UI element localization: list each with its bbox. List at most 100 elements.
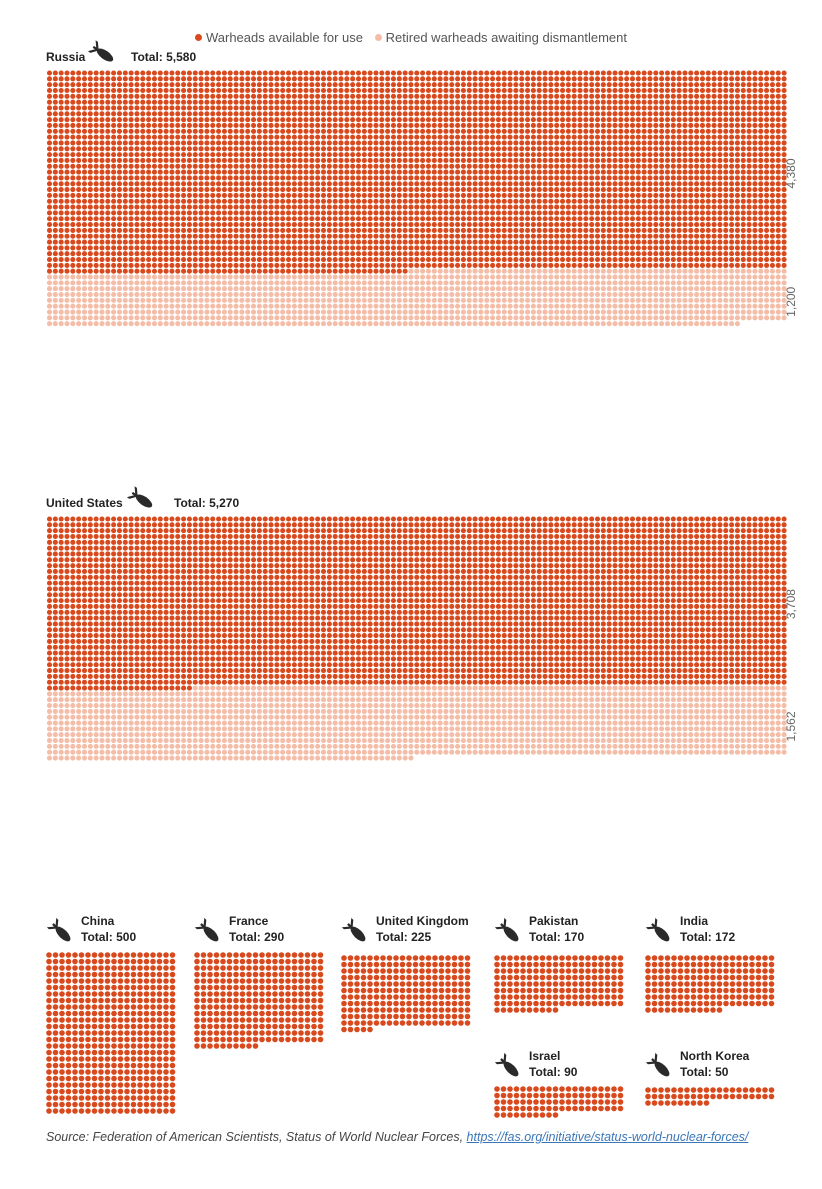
dot-available xyxy=(775,227,781,233)
dot-available xyxy=(87,222,93,228)
dot-retired xyxy=(280,291,286,298)
dot-available xyxy=(350,82,356,88)
dot-available xyxy=(472,146,478,152)
dot-available xyxy=(670,105,676,111)
dot-available xyxy=(600,198,606,204)
dot-available xyxy=(495,233,501,239)
dot-available xyxy=(769,262,775,268)
dot-available xyxy=(443,233,449,239)
dot-available xyxy=(175,198,181,204)
dot-available xyxy=(163,117,169,123)
dot-available xyxy=(764,163,770,169)
dot-available xyxy=(163,70,169,76)
dot-available xyxy=(507,187,513,193)
dot-retired xyxy=(525,280,531,286)
dot-available xyxy=(385,181,391,187)
dot-available xyxy=(285,117,292,123)
dot-available xyxy=(717,233,723,239)
dot-available xyxy=(764,175,770,181)
dot-available xyxy=(530,210,536,216)
dot-available xyxy=(629,222,636,228)
dot-retired xyxy=(408,280,414,286)
dot-available xyxy=(729,146,735,152)
dot-available xyxy=(449,93,455,99)
dot-available xyxy=(466,87,472,94)
dot-available xyxy=(163,175,169,181)
dot-available xyxy=(116,216,123,222)
dot-retired xyxy=(338,280,344,286)
dot-available xyxy=(589,93,595,99)
dot-available xyxy=(694,134,700,140)
dot-retired xyxy=(280,280,286,286)
dot-available xyxy=(216,82,222,88)
dot-available xyxy=(297,82,303,88)
dot-available xyxy=(507,181,513,187)
dot-retired xyxy=(612,280,618,286)
dot-available xyxy=(723,146,729,152)
dot-available xyxy=(105,227,111,233)
dot-available xyxy=(262,70,268,76)
dot-retired xyxy=(355,280,362,286)
dot-available xyxy=(320,105,327,111)
dot-available xyxy=(536,128,542,134)
dot-available xyxy=(81,216,88,222)
dot-available xyxy=(373,245,379,251)
dot-available xyxy=(157,134,163,140)
dot-available xyxy=(64,163,70,169)
dot-retired xyxy=(594,268,601,274)
dot-available xyxy=(653,175,659,181)
dot-available xyxy=(408,222,414,228)
dot-available xyxy=(146,105,152,111)
dot-available xyxy=(659,227,665,233)
dot-retired xyxy=(216,291,222,298)
dot-available xyxy=(676,210,682,216)
dot-available xyxy=(216,93,222,99)
dot-available xyxy=(758,99,764,105)
dot-available xyxy=(81,134,88,140)
dot-available xyxy=(501,169,507,175)
dot-available xyxy=(460,175,466,181)
dot-available xyxy=(612,157,618,163)
dot-available xyxy=(245,251,251,257)
dot-available xyxy=(64,216,70,222)
dot-available xyxy=(519,163,525,169)
dot-available xyxy=(76,93,82,99)
dot-available xyxy=(606,117,612,123)
dot-retired xyxy=(525,291,531,298)
dot-available xyxy=(216,152,222,158)
dot-available xyxy=(495,216,501,222)
dot-available xyxy=(501,111,507,117)
dot-available xyxy=(437,134,443,140)
dot-available xyxy=(729,262,735,268)
dot-available xyxy=(449,216,455,222)
dot-available xyxy=(385,157,391,163)
dot-available xyxy=(408,262,414,268)
dot-available xyxy=(647,82,653,88)
dot-available xyxy=(589,76,595,82)
dot-available xyxy=(402,187,408,193)
dot-available xyxy=(717,146,723,152)
dot-available xyxy=(594,163,601,169)
dot-available xyxy=(291,117,297,123)
dot-available xyxy=(134,210,140,216)
dot-retired xyxy=(425,291,432,298)
dot-available xyxy=(530,76,536,82)
dot-available xyxy=(390,128,397,134)
dot-available xyxy=(705,146,711,152)
dot-retired xyxy=(554,280,560,286)
dot-available xyxy=(408,251,414,257)
dot-available xyxy=(769,128,775,134)
dot-available xyxy=(717,222,723,228)
dot-available xyxy=(449,262,455,268)
dot-available xyxy=(519,233,525,239)
dot-available xyxy=(641,169,647,175)
dot-retired xyxy=(268,280,274,286)
dot-available xyxy=(192,210,198,216)
dot-available xyxy=(647,157,653,163)
dot-available xyxy=(699,152,706,158)
dot-available xyxy=(297,181,303,187)
dot-available xyxy=(338,251,344,257)
dot-available xyxy=(583,210,589,216)
dot-available xyxy=(583,87,589,94)
dot-available xyxy=(326,245,332,251)
